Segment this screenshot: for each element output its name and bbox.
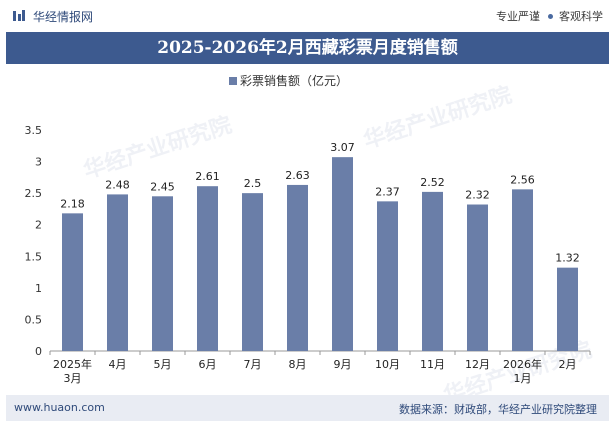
data-label: 2.56: [510, 173, 535, 186]
bar: [377, 201, 398, 351]
data-label: 3.07: [330, 141, 355, 154]
y-tick-label: 1.5: [25, 250, 43, 263]
y-tick-label: 2: [35, 219, 42, 232]
bar: [422, 191, 443, 351]
bar: [557, 267, 578, 351]
bar: [197, 186, 218, 351]
dot-icon: [548, 14, 553, 19]
data-label: 2.32: [465, 189, 490, 202]
x-tick-label: 11月: [420, 358, 445, 371]
y-tick-label: 3.5: [25, 124, 43, 137]
chart-title: 2025-2026年2月西藏彩票月度销售额: [6, 32, 609, 64]
x-tick-label: 1月: [514, 372, 532, 385]
data-label: 2.61: [195, 170, 220, 183]
legend-swatch: [229, 77, 237, 85]
brand-name: 华经情报网: [33, 10, 94, 24]
data-label: 2.52: [420, 176, 445, 189]
x-tick-label: 10月: [375, 358, 400, 371]
x-tick-label: 2月: [559, 358, 577, 371]
tagline-left: 专业严谨: [496, 10, 540, 23]
footer-website: www.huaon.com: [14, 401, 105, 414]
brand-logo-icon: [13, 10, 25, 21]
data-label: 1.32: [555, 252, 580, 265]
bar: [242, 193, 263, 351]
bar: [467, 204, 488, 351]
legend-label: 彩票销售额（亿元）: [240, 73, 348, 88]
x-tick-label: 2025年: [53, 357, 92, 371]
x-tick-label: 12月: [465, 358, 490, 371]
tagline-right: 客观科学: [559, 10, 603, 23]
footer: www.huaon.com 数据来源：财政部，华经产业研究院整理: [6, 395, 609, 421]
bar: [152, 196, 173, 351]
x-tick-label: 6月: [199, 358, 217, 371]
footer-source: 数据来源：财政部，华经产业研究院整理: [399, 403, 597, 416]
bar: [287, 184, 308, 351]
data-label: 2.18: [60, 197, 85, 210]
bar: [62, 213, 83, 351]
x-tick-label: 5月: [154, 358, 172, 371]
top-bar: 华经情报网 专业严谨 客观科学: [0, 0, 615, 32]
y-tick-label: 3: [35, 156, 42, 169]
x-tick-label: 9月: [334, 358, 352, 371]
x-tick-label: 4月: [109, 358, 127, 371]
bar: [107, 194, 128, 351]
bar: [512, 189, 533, 351]
y-tick-label: 1: [35, 282, 42, 295]
data-label: 2.63: [285, 169, 310, 182]
tagline: 专业严谨 客观科学: [496, 8, 603, 24]
data-label: 2.5: [244, 177, 262, 190]
data-label: 2.37: [375, 185, 400, 198]
data-label: 2.45: [150, 180, 175, 193]
y-tick-label: 0.5: [25, 313, 43, 326]
x-tick-label: 2026年: [503, 357, 542, 371]
data-label: 2.48: [105, 178, 130, 191]
bar: [332, 157, 353, 351]
x-tick-label: 7月: [244, 358, 262, 371]
y-tick-label: 0: [35, 345, 42, 358]
y-tick-label: 2.5: [25, 187, 43, 200]
x-tick-label: 8月: [289, 358, 307, 371]
x-tick-label: 3月: [64, 372, 82, 385]
